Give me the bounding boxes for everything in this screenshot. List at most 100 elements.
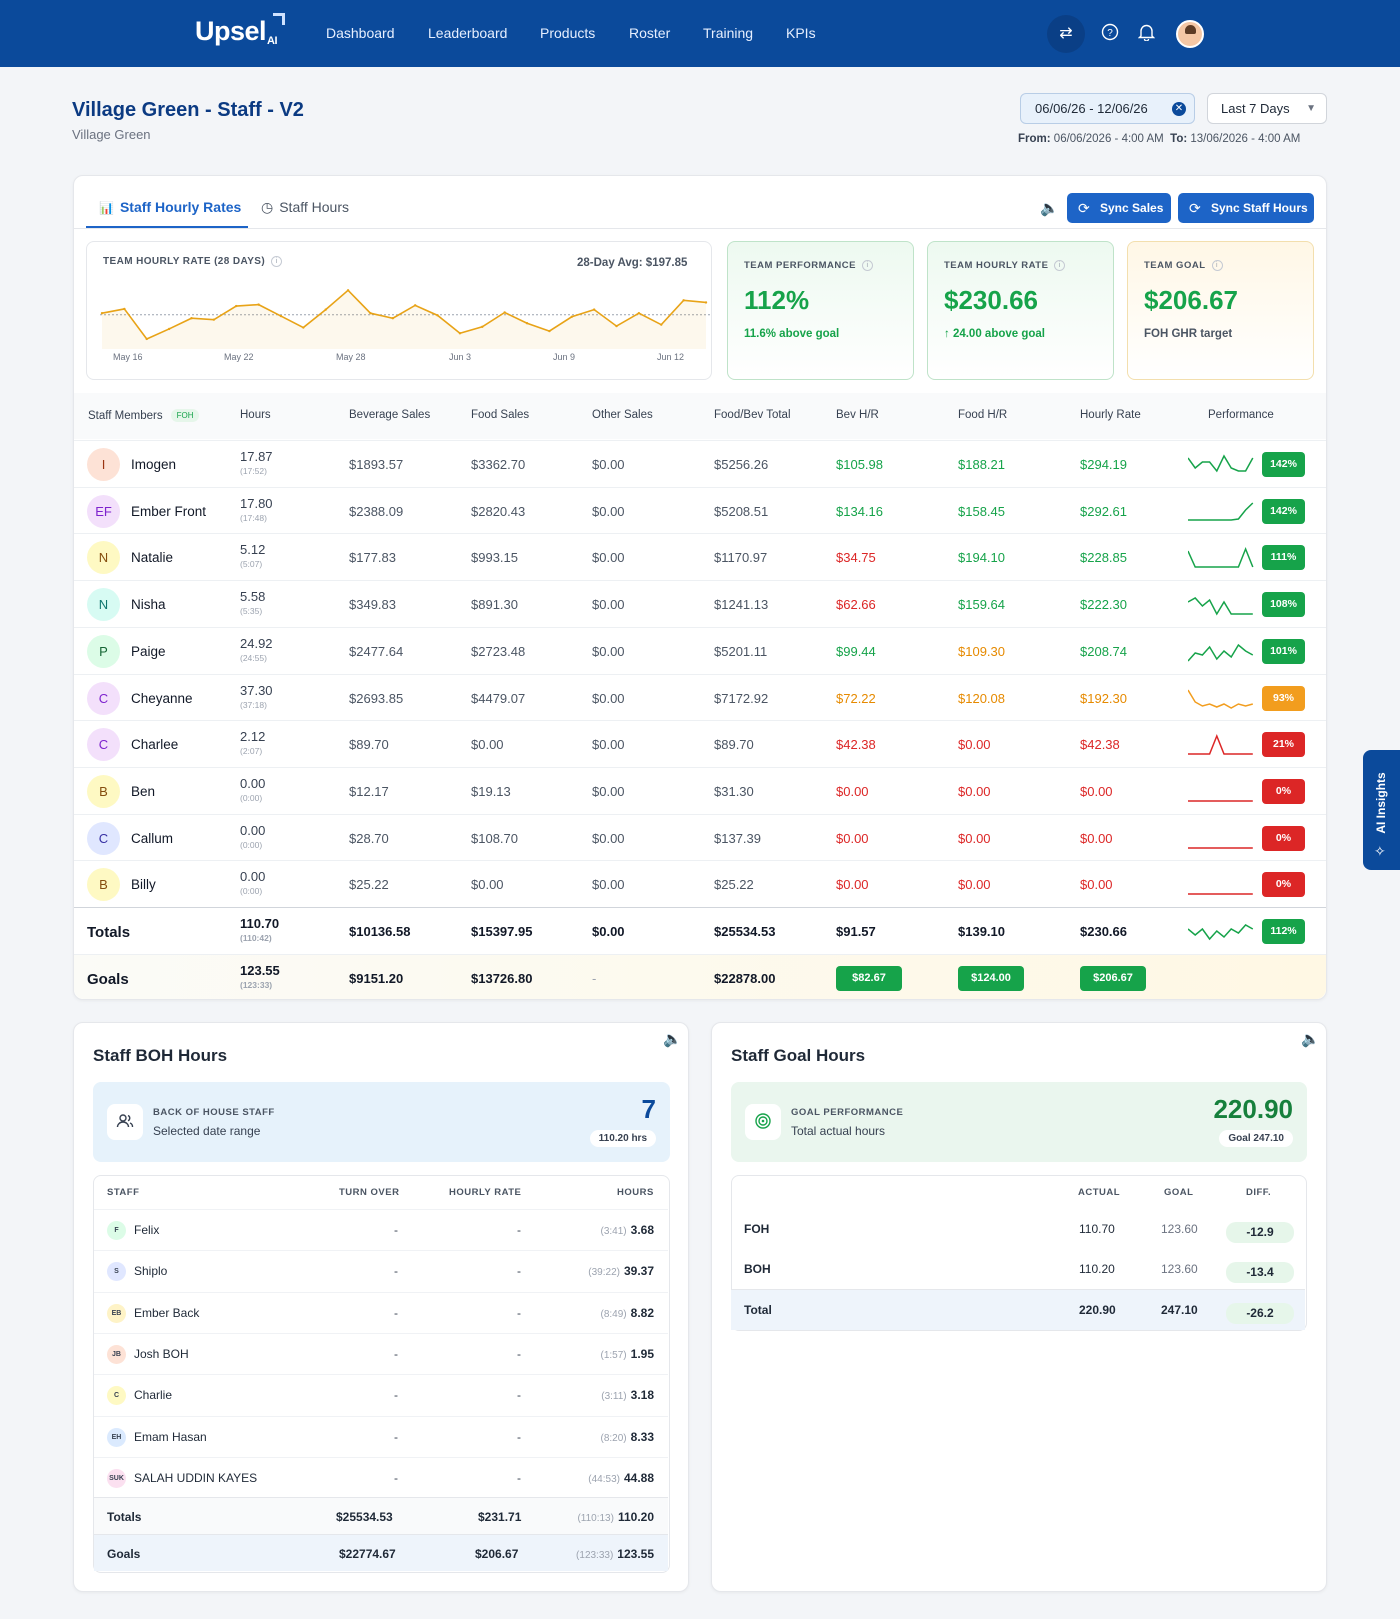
performance-badge: 111%	[1262, 545, 1305, 571]
data-point[interactable]	[637, 312, 641, 315]
staff-name[interactable]: Charlee	[131, 737, 179, 753]
data-point[interactable]	[167, 327, 171, 331]
col-other-sales[interactable]: Other Sales	[592, 409, 653, 421]
boh-row[interactable]: SUK SALAH UDDIN KAYES - - (44:53) 44.88	[94, 1456, 668, 1498]
boh-row[interactable]: C Charlie - - (3:11) 3.18	[94, 1374, 668, 1415]
boh-row[interactable]: F Felix - - (3:41) 3.68	[94, 1209, 668, 1250]
nav-kpis[interactable]: KPIs	[786, 25, 816, 41]
nav-training[interactable]: Training	[703, 25, 754, 41]
speaker-icon[interactable]: 🔈	[1040, 200, 1059, 217]
table-row[interactable]: C Cheyanne 37.30 (37:18) $2693.85 $4479.0…	[74, 673, 1326, 721]
nav-leaderboard[interactable]: Leaderboard	[428, 25, 508, 41]
data-point[interactable]	[525, 322, 529, 325]
info-icon[interactable]: i	[1054, 260, 1066, 271]
data-point[interactable]	[257, 303, 260, 306]
data-point[interactable]	[682, 299, 685, 302]
info-icon[interactable]: i	[1211, 260, 1223, 271]
data-point[interactable]	[503, 311, 506, 314]
col-food-sales[interactable]: Food Sales	[471, 409, 530, 421]
goal-col-actual[interactable]: ACTUAL	[1078, 1187, 1121, 1198]
data-point[interactable]	[548, 329, 551, 333]
data-point[interactable]	[346, 289, 350, 292]
col-hours[interactable]: Hours	[240, 409, 271, 421]
nav-dashboard[interactable]: Dashboard	[326, 25, 395, 41]
clear-date-icon[interactable]: ✕	[1172, 102, 1186, 116]
data-point[interactable]	[592, 308, 596, 311]
goal-col-goal[interactable]: GOAL	[1164, 1187, 1194, 1198]
data-point[interactable]	[391, 317, 395, 320]
col-food-bev-total[interactable]: Food/Bev Total	[714, 409, 791, 421]
boh-col-staff[interactable]: STAFF	[107, 1187, 140, 1198]
boh-col-hourly-rate[interactable]: HOURLY RATE	[449, 1187, 522, 1198]
col-staff-members[interactable]: Staff Members FOH	[88, 409, 200, 422]
staff-name[interactable]: Cheyanne	[131, 690, 193, 706]
data-point[interactable]	[212, 318, 216, 321]
sync-staff-hours-button[interactable]: ⟳ Sync Staff Hours	[1178, 193, 1314, 223]
col-beverage-sales[interactable]: Beverage Sales	[349, 409, 431, 421]
tab-staff-hours[interactable]: ◷ Staff Hours	[261, 199, 349, 215]
staff-name[interactable]: Billy	[131, 877, 156, 893]
staff-name[interactable]: Nisha	[131, 597, 166, 613]
bell-icon[interactable]	[1132, 19, 1160, 47]
staff-name[interactable]: Natalie	[131, 550, 174, 566]
data-point[interactable]	[615, 324, 618, 328]
data-point[interactable]	[145, 337, 148, 341]
staff-name[interactable]: Ember Front	[131, 503, 207, 519]
info-icon[interactable]: i	[861, 260, 873, 271]
data-point[interactable]	[413, 304, 417, 307]
date-range-picker[interactable]: 06/06/26 - 12/06/26 ✕	[1020, 93, 1195, 124]
data-point[interactable]	[660, 323, 663, 326]
team-hourly-rate-chart	[86, 241, 712, 380]
table-row[interactable]: B Ben 0.00 (0:00) $12.17 $19.13 $0.00 $31…	[74, 766, 1326, 814]
boh-row[interactable]: EH Emam Hasan - - (8:20) 8.33	[94, 1415, 668, 1457]
col-hourly-rate[interactable]: Hourly Rate	[1080, 409, 1141, 421]
data-point[interactable]	[190, 317, 193, 320]
data-point[interactable]	[302, 326, 305, 329]
boh-row[interactable]: JB Josh BOH - - (1:57) 1.95	[94, 1332, 668, 1374]
user-avatar[interactable]	[1176, 20, 1204, 48]
range-select[interactable]: Last 7 Days ▼	[1207, 93, 1327, 124]
data-point[interactable]	[704, 301, 708, 304]
data-point[interactable]	[279, 314, 283, 318]
staff-name[interactable]: Ben	[131, 783, 156, 799]
help-icon[interactable]: ?	[1096, 19, 1124, 47]
table-row[interactable]: EF Ember Front 17.80 (17:48) $2388.09 $28…	[74, 486, 1326, 534]
col-performance[interactable]: Performance	[1208, 409, 1274, 421]
boh-row[interactable]: S Shiplo - - (39:22) 39.37	[94, 1250, 668, 1291]
speaker-icon[interactable]: 🔈	[663, 1031, 682, 1048]
data-point[interactable]	[458, 332, 462, 335]
table-row[interactable]: C Charlee 2.12 (2:07) $89.70 $0.00 $0.00 …	[74, 720, 1326, 767]
data-point[interactable]	[235, 304, 238, 308]
data-point[interactable]	[100, 312, 104, 315]
table-row[interactable]: P Paige 24.92 (24:55) $2477.64 $2723.48 $…	[74, 626, 1326, 674]
boh-col-turnover[interactable]: TURN OVER	[339, 1187, 400, 1198]
swap-icon[interactable]: ⇄	[1047, 15, 1085, 53]
data-point[interactable]	[436, 314, 439, 317]
col-food-hr[interactable]: Food H/R	[958, 409, 1008, 421]
goal-col-diff[interactable]: DIFF.	[1246, 1187, 1272, 1198]
data-point[interactable]	[324, 308, 327, 311]
table-row[interactable]: B Billy 0.00 (0:00) $25.22 $0.00 $0.00 $2…	[74, 860, 1326, 907]
upsel-logo[interactable]: UpselAI	[195, 13, 285, 47]
data-point[interactable]	[123, 307, 126, 311]
table-row[interactable]: N Nisha 5.58 (5:35) $349.83 $891.30 $0.00…	[74, 580, 1326, 627]
boh-col-hours[interactable]: HOURS	[617, 1187, 654, 1198]
table-row[interactable]: N Natalie 5.12 (5:07) $177.83 $993.15 $0.…	[74, 533, 1326, 580]
tab-staff-hourly-rates[interactable]: 📊 Staff Hourly Rates	[99, 199, 242, 215]
staff-name[interactable]: Imogen	[131, 457, 177, 472]
nav-products[interactable]: Products	[540, 25, 596, 41]
staff-name[interactable]: Paige	[131, 643, 166, 659]
table-row[interactable]: I Imogen 17.87 (17:52) $1893.57 $3362.70 …	[74, 440, 1326, 487]
boh-row[interactable]: EB Ember Back - - (8:49) 8.82	[94, 1291, 668, 1333]
speaker-icon[interactable]: 🔈	[1301, 1031, 1320, 1048]
ai-insights-tab[interactable]: AI Insights ✧	[1363, 750, 1400, 870]
nav-roster[interactable]: Roster	[629, 25, 671, 41]
sync-sales-button[interactable]: ⟳ Sync Sales	[1067, 193, 1171, 223]
info-icon[interactable]: i	[271, 256, 283, 267]
col-bev-hr[interactable]: Bev H/R	[836, 409, 879, 421]
data-point[interactable]	[369, 312, 372, 315]
table-row[interactable]: C Callum 0.00 (0:00) $28.70 $108.70 $0.00…	[74, 813, 1326, 861]
data-point[interactable]	[481, 325, 484, 329]
staff-name[interactable]: Callum	[131, 830, 174, 846]
data-point[interactable]	[570, 315, 573, 318]
